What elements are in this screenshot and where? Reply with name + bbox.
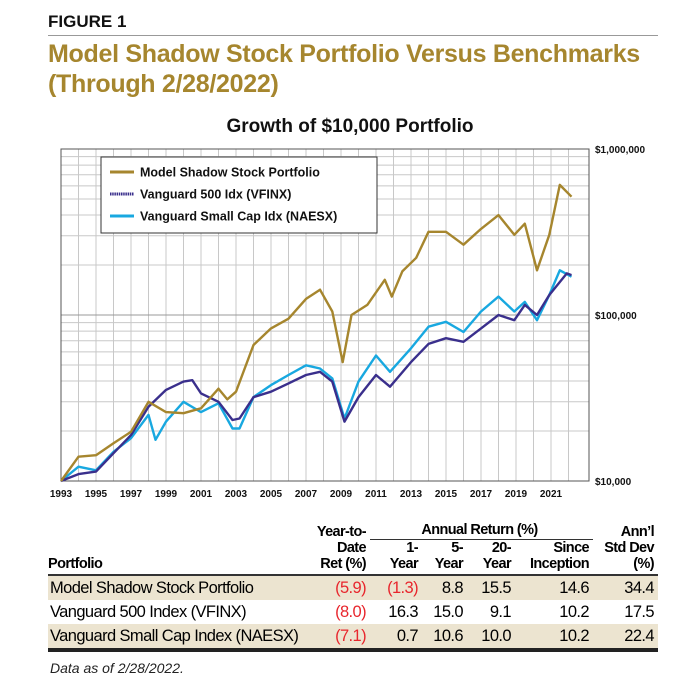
y-tick-label: $10,000 (595, 477, 632, 488)
20y-cell: 9.1 (489, 602, 512, 621)
table-row: Model Shadow Stock Portfolio (5.9) (1.3) 8.… (48, 575, 658, 600)
1y-cell: 0.7 (370, 624, 422, 650)
since-cell: 14.6 (515, 575, 593, 600)
series-line-naesx (60, 269, 573, 482)
y-tick-label: $1,000,000 (595, 145, 645, 156)
20y-cell: 10.0 (467, 624, 515, 650)
x-tick-label: 1999 (155, 489, 178, 500)
x-tick-label: 2005 (260, 489, 283, 500)
footnote: Data as of 2/28/2022. (50, 660, 184, 676)
1y-cell: (1.3) (370, 575, 422, 600)
header-row-group: Year-to- Date Ret (%) Annual Return (%) An… (48, 522, 658, 572)
divider (48, 35, 658, 36)
y-tick-label: $100,000 (595, 311, 637, 322)
ytd-cell: (5.9) (310, 575, 370, 600)
figure-label: FIGURE 1 (48, 12, 127, 31)
5y-cell: 8.8 (422, 575, 467, 600)
x-tick-label: 2017 (470, 489, 493, 500)
annual-return-header: Annual Return (%) (370, 522, 593, 540)
legend-label-vfinx: Vanguard 500 Idx (VFINX) (140, 188, 291, 202)
x-tick-label: 2011 (365, 489, 387, 500)
ytd-cell: (8.0) (335, 602, 367, 621)
growth-chart: $10,000 $100,000 $1,000,000 1993 1995 1997 199… (50, 145, 646, 500)
x-tick-label: 2015 (435, 489, 458, 500)
20y-header: 20- Year (482, 540, 512, 572)
chart-title: Growth of $10,000 Portfolio (226, 116, 474, 137)
legend-box (100, 156, 378, 234)
series-line-vfinx (60, 272, 572, 483)
legend-label-naesx: Vanguard Small Cap Idx (NAESX) (140, 210, 337, 224)
returns-table: Year-to- Date Ret (%) Annual Return (%) An… (48, 522, 658, 652)
row-name: Vanguard Small Cap Index (NAESX) (48, 624, 310, 650)
x-tick-label: 1993 (50, 489, 73, 500)
1y-cell: 16.3 (388, 602, 418, 621)
portfolio-header: Portfolio (48, 556, 103, 572)
table-row: Vanguard Small Cap Index (NAESX) (7.1) 0.7… (48, 624, 658, 650)
ytd-cell: (7.1) (310, 624, 370, 650)
20y-cell: 15.5 (467, 575, 515, 600)
x-tick-label: 2003 (225, 489, 248, 500)
page-title-line2: (Through 2/28/2022) (48, 70, 279, 98)
page-title-line1: Model Shadow Stock Portfolio Versus Benc… (48, 40, 640, 68)
std-cell: 17.5 (624, 602, 654, 621)
x-tick-label: 2021 (540, 489, 563, 500)
5y-header: 5- Year (434, 540, 464, 572)
plot-frame (60, 148, 590, 482)
1y-header: 1- Year (389, 540, 419, 572)
legend-label-model: Model Shadow Stock Portfolio (140, 166, 320, 180)
since-header: Since Inception (529, 540, 590, 572)
x-tick-label: 2013 (400, 489, 423, 500)
x-tick-label: 1995 (85, 489, 108, 500)
5y-cell: 15.0 (433, 602, 463, 621)
x-tick-label: 2019 (505, 489, 528, 500)
since-cell: 10.2 (559, 602, 589, 621)
x-tick-label: 1997 (120, 489, 143, 500)
x-tick-label: 2001 (190, 489, 213, 500)
std-header: Ann’l Std Dev (%) (604, 524, 654, 572)
5y-cell: 10.6 (422, 624, 467, 650)
std-cell: 22.4 (593, 624, 658, 650)
row-name: Model Shadow Stock Portfolio (48, 575, 310, 600)
since-cell: 10.2 (515, 624, 593, 650)
table-row: Vanguard 500 Index (VFINX) (8.0) 16.3 15.0 9… (48, 600, 658, 624)
row-name: Vanguard 500 Index (VFINX) (50, 602, 247, 621)
x-tick-label: 2009 (330, 489, 353, 500)
ytd-header: Year-to- Date Ret (%) (316, 524, 367, 572)
std-cell: 34.4 (593, 575, 658, 600)
series-line-model (60, 183, 573, 482)
x-tick-label: 2007 (295, 489, 318, 500)
